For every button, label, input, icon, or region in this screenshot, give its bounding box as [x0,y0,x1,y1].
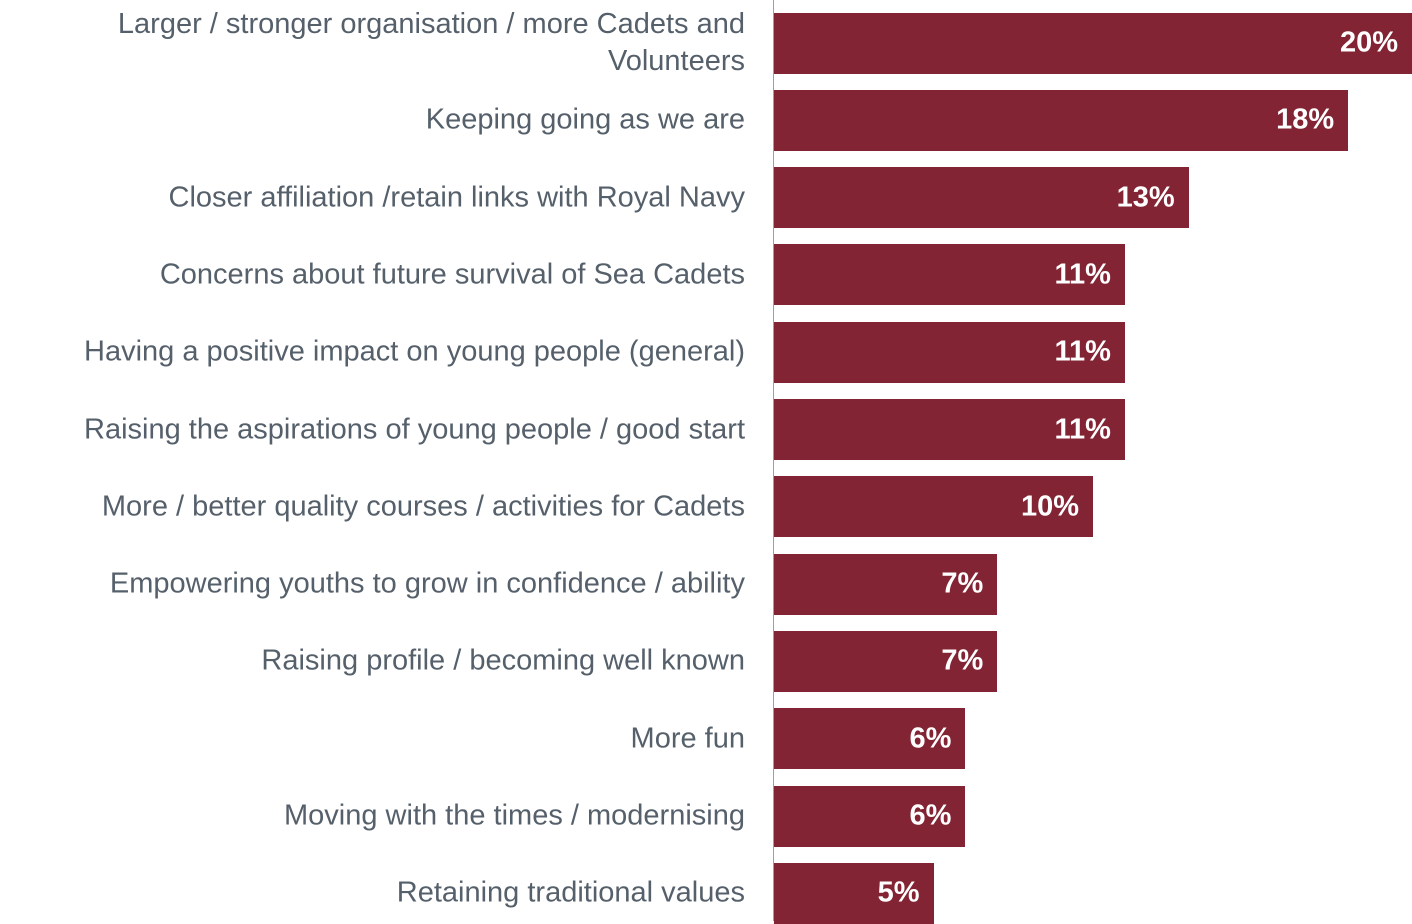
category-label: Raising the aspirations of young people … [84,413,745,445]
category-label: Raising profile / becoming well known [261,644,745,677]
bar-value-label: 11% [1054,413,1111,445]
bar: 13% [774,167,1189,229]
bar-value-label: 11% [1054,258,1111,291]
bar-value-label: 7% [941,644,984,677]
bar: 7% [774,630,998,692]
bar: 11% [774,321,1125,383]
bar: 5% [774,862,934,924]
bar: 10% [774,476,1093,538]
category-label: Having a positive impact on young people… [84,335,745,368]
bar: 6% [774,785,966,847]
bar-value-label: 11% [1054,335,1111,368]
bar: 6% [774,708,966,770]
bar-value-label: 10% [1020,490,1079,523]
category-label: More fun [630,722,745,755]
bar: 18% [774,89,1349,151]
category-label: Keeping going as we are [425,103,745,136]
bar-value-label: 7% [941,567,984,600]
category-label: Moving with the times / modernising [284,799,745,832]
bar-value-label: 5% [877,876,920,909]
category-label: Larger / stronger organisation / more Ca… [117,8,745,77]
bar-value-label: 6% [909,722,952,755]
category-label: Concerns about future survival of Sea Ca… [159,258,745,291]
bar-value-label: 13% [1116,181,1175,214]
category-label: More / better quality courses / activiti… [101,490,745,523]
category-label: Empowering youths to grow in confidence … [109,567,745,600]
bar: 20% [774,12,1412,74]
bar: 11% [774,244,1125,306]
bar: 11% [774,399,1125,460]
bar-value-label: 6% [909,799,952,832]
bar-value-label: 18% [1276,103,1335,136]
bar-value-label: 20% [1339,26,1398,59]
bar: 7% [774,553,998,615]
category-label: Retaining traditional values [396,876,745,909]
category-label: Closer affiliation /retain links with Ro… [168,181,745,214]
category-axis-line [773,0,774,921]
